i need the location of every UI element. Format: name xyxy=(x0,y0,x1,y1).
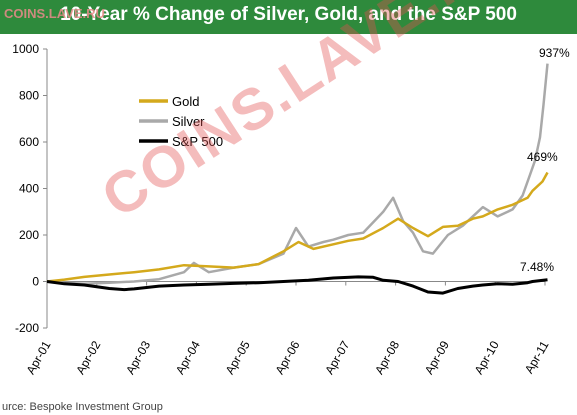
series-line-gold xyxy=(46,171,549,283)
y-tick-label: -200 xyxy=(15,321,39,335)
series-line-silver xyxy=(46,63,549,286)
y-tick-label: 600 xyxy=(19,135,39,149)
x-tick-label: Apr-07 xyxy=(322,338,352,376)
x-tick-label: Apr-09 xyxy=(422,338,452,376)
watermark-small: COINS.LAVE.RU xyxy=(4,6,105,21)
title-banner xyxy=(0,0,577,34)
end-value-label: 7.48% xyxy=(520,260,554,274)
chart-title: 10-Year % Change of Silver, Gold, and th… xyxy=(60,4,517,25)
x-tick-label: Apr-04 xyxy=(173,338,203,376)
x-tick-label: Apr-01 xyxy=(23,338,53,376)
x-tick-label: Apr-11 xyxy=(522,338,552,376)
x-tick-label: Apr-02 xyxy=(73,338,103,376)
y-tick-label: 1000 xyxy=(12,42,39,56)
end-value-label: 469% xyxy=(527,150,558,164)
end-value-label: 937% xyxy=(539,46,570,60)
x-tick-label: Apr-10 xyxy=(472,338,502,376)
y-tick-label: 200 xyxy=(19,228,39,242)
x-tick-label: Apr-08 xyxy=(372,338,402,376)
x-tick-label: Apr-06 xyxy=(272,338,302,376)
y-tick-label: 800 xyxy=(19,89,39,103)
legend-label: Gold xyxy=(172,94,199,109)
x-tick-label: Apr-03 xyxy=(123,338,153,376)
source-note: urce: Bespoke Investment Group xyxy=(2,401,163,413)
series-line-s-p-500 xyxy=(46,275,548,295)
x-tick-label: Apr-05 xyxy=(223,338,253,376)
legend-label: S&P 500 xyxy=(172,134,223,149)
legend-label: Silver xyxy=(172,114,205,129)
y-tick-label: 0 xyxy=(32,275,39,289)
y-tick-label: 400 xyxy=(19,182,39,196)
